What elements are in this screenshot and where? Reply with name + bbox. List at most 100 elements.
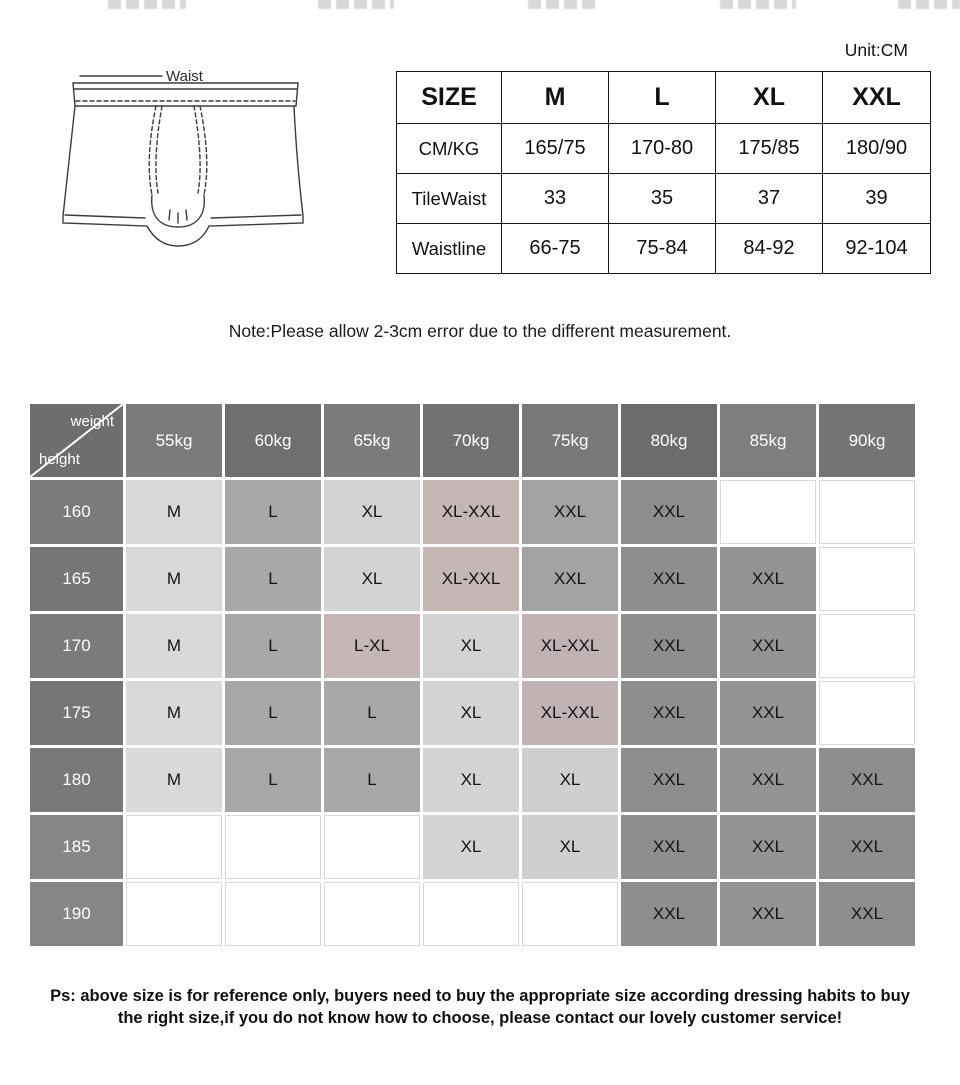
matrix-size-cell: L <box>225 681 321 745</box>
table-cell: 165/75 <box>501 123 609 174</box>
matrix-size-cell: XXL <box>621 815 717 879</box>
matrix-size-cell: XXL <box>621 882 717 946</box>
matrix-size-cell: L <box>225 748 321 812</box>
matrix-size-cell: XL-XXL <box>423 547 519 611</box>
matrix-size-cell <box>819 480 915 544</box>
matrix-height-header: 190 <box>30 882 123 946</box>
height-axis-label: height <box>39 451 80 468</box>
row-label-cmkg: CM/KG <box>396 123 502 174</box>
waist-label: Waist <box>166 68 204 85</box>
pouch-seam-left <box>148 105 157 196</box>
matrix-size-cell: XL <box>423 748 519 812</box>
measurement-note: Note:Please allow 2-3cm error due to the… <box>228 321 732 341</box>
row-label-tilewaist: TileWaist <box>396 173 502 224</box>
table-cell: 92-104 <box>822 223 931 274</box>
matrix-size-cell: L <box>225 480 321 544</box>
matrix-size-cell: XXL <box>621 480 717 544</box>
matrix-size-cell <box>819 614 915 678</box>
watermark-fragment <box>528 0 600 9</box>
matrix-weight-header: 80kg <box>621 404 717 477</box>
pouch-bottom-curve <box>151 194 205 228</box>
footnote-line-2: the right size,if you do not know how to… <box>117 1008 843 1027</box>
matrix-size-cell: M <box>126 748 222 812</box>
matrix-size-cell: XXL <box>621 547 717 611</box>
table-cell: 175/85 <box>715 123 823 174</box>
matrix-size-cell <box>126 815 222 879</box>
size-table: SIZE M L XL XXL CM/KG 165/75 170-80 175/… <box>396 71 931 274</box>
underwear-diagram: Waist <box>62 68 304 247</box>
matrix-size-cell: XXL <box>522 547 618 611</box>
size-table-header-row: SIZE M L XL XXL <box>396 71 931 124</box>
unit-label: Unit:CM <box>844 40 908 60</box>
matrix-size-cell <box>522 882 618 946</box>
matrix-size-cell: XL <box>423 681 519 745</box>
table-cell: 37 <box>715 173 823 224</box>
matrix-height-header: 170 <box>30 614 123 678</box>
matrix-weight-header: 55kg <box>126 404 222 477</box>
table-cell: 33 <box>501 173 609 224</box>
size-col-l: L <box>608 71 716 124</box>
matrix-size-cell: XL <box>522 748 618 812</box>
table-cell: 35 <box>608 173 716 224</box>
matrix-height-header: 160 <box>30 480 123 544</box>
matrix-corner-cell: weight height <box>30 404 123 477</box>
matrix-size-cell: XXL <box>819 882 915 946</box>
matrix-size-cell: XXL <box>720 681 816 745</box>
matrix-size-cell <box>324 815 420 879</box>
matrix-height-header: 165 <box>30 547 123 611</box>
matrix-size-cell: XXL <box>720 547 816 611</box>
weight-axis-label: weight <box>70 413 114 430</box>
table-cell: 170-80 <box>608 123 716 174</box>
matrix-size-cell <box>126 882 222 946</box>
matrix-size-cell: XXL <box>720 614 816 678</box>
matrix-size-cell: XL <box>324 480 420 544</box>
matrix-size-cell: XXL <box>720 815 816 879</box>
matrix-size-cell: XXL <box>522 480 618 544</box>
table-row: TileWaist 33 35 37 39 <box>396 173 931 224</box>
matrix-size-cell: L <box>324 681 420 745</box>
matrix-weight-header: 70kg <box>423 404 519 477</box>
footnote-line-1: Ps: above size is for reference only, bu… <box>50 987 910 1005</box>
matrix-size-cell: XL-XXL <box>522 614 618 678</box>
matrix-weight-header: 60kg <box>225 404 321 477</box>
matrix-size-cell: XXL <box>621 681 717 745</box>
matrix-size-cell: XXL <box>819 748 915 812</box>
matrix-size-cell: M <box>126 681 222 745</box>
table-cell: 84-92 <box>715 223 823 274</box>
size-col-xl: XL <box>715 71 823 124</box>
matrix-weight-header: 75kg <box>522 404 618 477</box>
matrix-weight-header: 65kg <box>324 404 420 477</box>
matrix-size-cell: XXL <box>720 882 816 946</box>
watermark-fragment <box>318 0 394 9</box>
table-cell: 39 <box>822 173 931 224</box>
table-cell: 66-75 <box>501 223 609 274</box>
watermark-fragment <box>898 0 960 9</box>
matrix-size-cell: XL <box>324 547 420 611</box>
matrix-size-cell: XXL <box>621 748 717 812</box>
matrix-size-cell <box>225 815 321 879</box>
matrix-size-cell <box>423 882 519 946</box>
matrix-size-cell <box>720 480 816 544</box>
trunks-body-outline <box>62 105 304 247</box>
table-row: Waistline 66-75 75-84 84-92 92-104 <box>396 223 931 274</box>
waistband-outline <box>72 82 299 107</box>
matrix-height-header: 175 <box>30 681 123 745</box>
size-col-xxl: XXL <box>822 71 931 124</box>
matrix-height-header: 180 <box>30 748 123 812</box>
matrix-size-cell <box>819 547 915 611</box>
footnote: Ps: above size is for reference only, bu… <box>0 986 960 1029</box>
size-matrix: weight height 55kg 60kg 65kg 70kg 75kg 80kg 85… <box>30 404 915 946</box>
matrix-size-cell: L <box>225 614 321 678</box>
matrix-size-cell: XL <box>423 614 519 678</box>
matrix-size-cell: M <box>126 614 222 678</box>
table-row: CM/KG 165/75 170-80 175/85 180/90 <box>396 123 931 174</box>
matrix-size-cell <box>324 882 420 946</box>
matrix-size-cell <box>225 882 321 946</box>
size-col-m: M <box>501 71 609 124</box>
matrix-size-cell: XXL <box>720 748 816 812</box>
matrix-size-cell: M <box>126 547 222 611</box>
row-label-waistline: Waistline <box>396 223 502 274</box>
matrix-weight-header: 85kg <box>720 404 816 477</box>
watermark-fragment <box>720 0 796 9</box>
watermark-fragment <box>108 0 186 9</box>
